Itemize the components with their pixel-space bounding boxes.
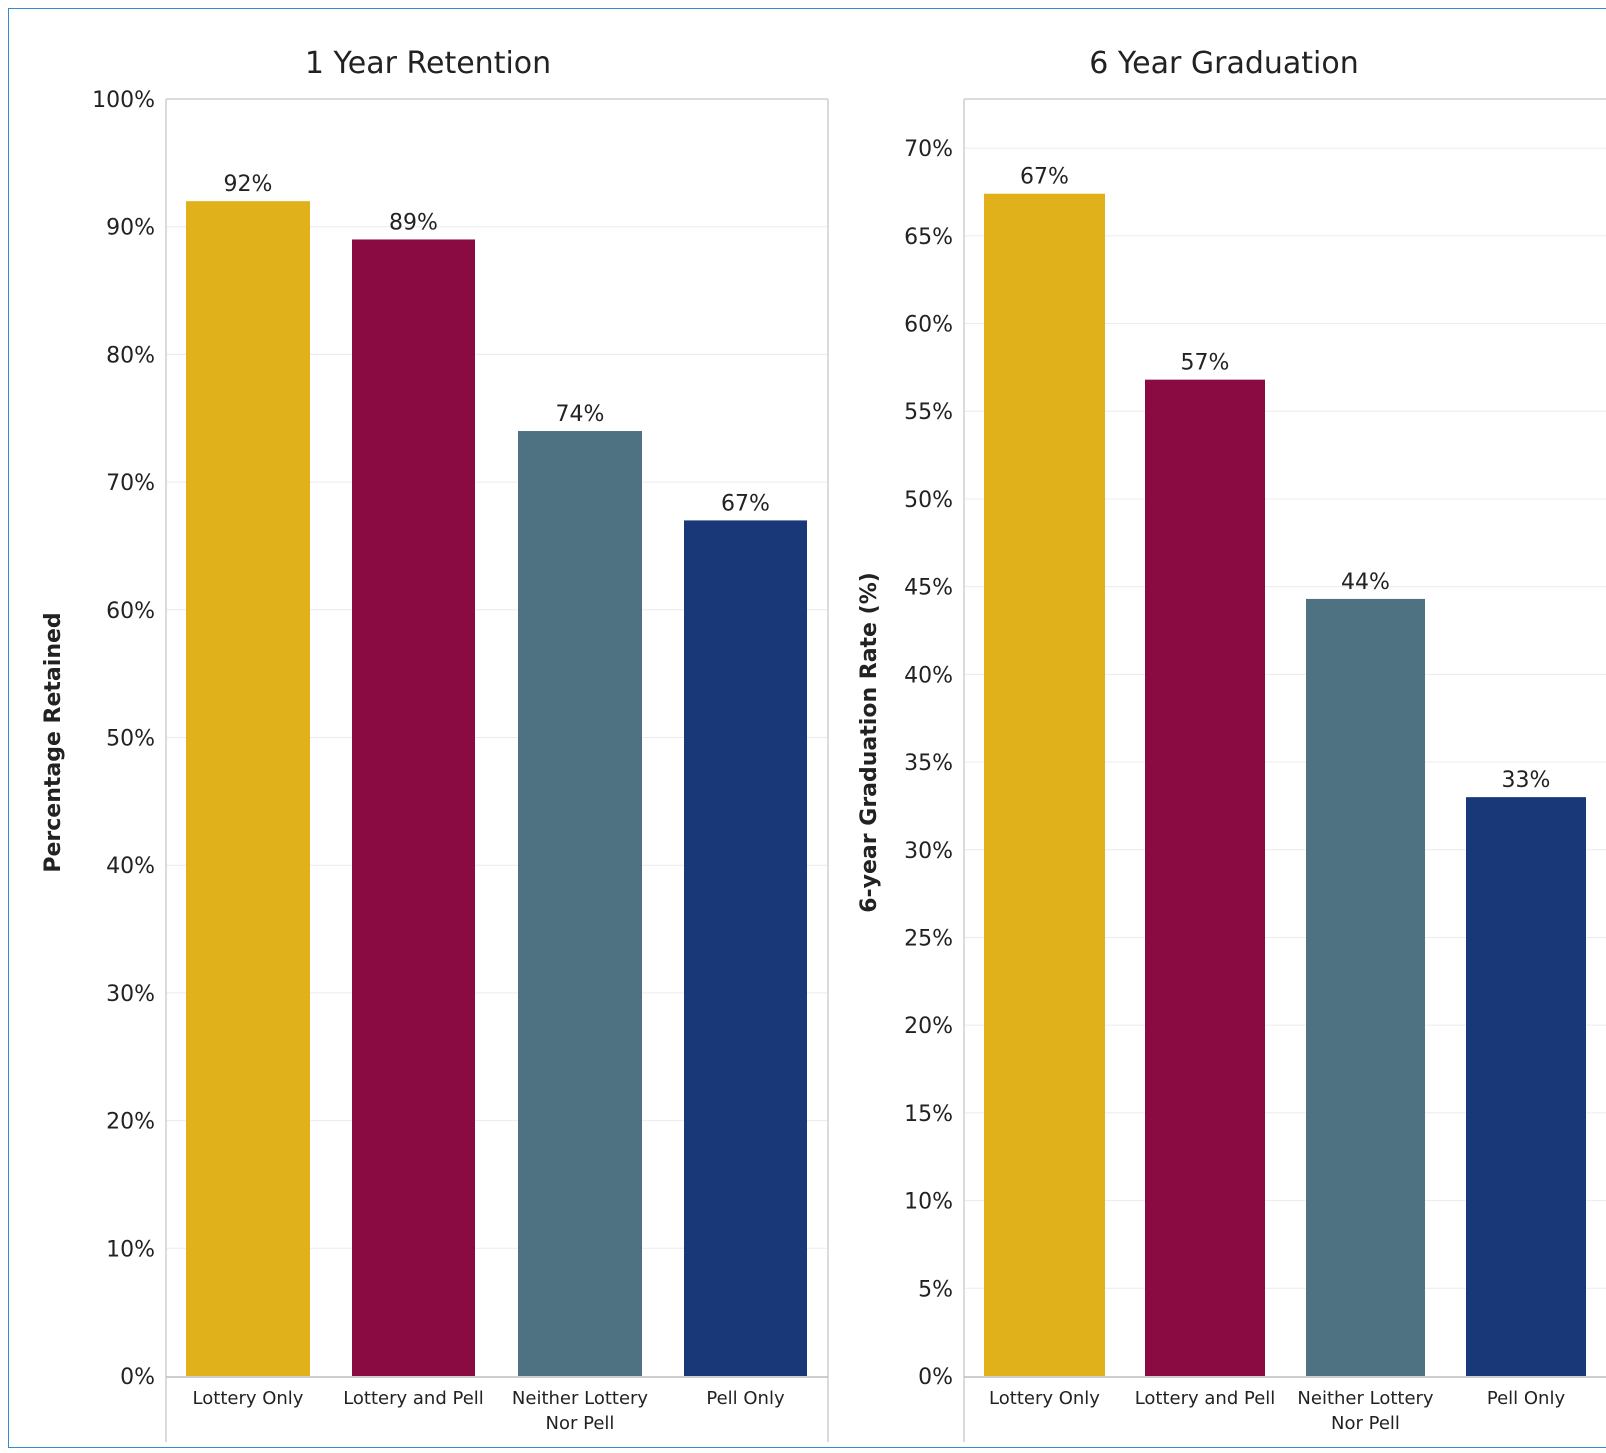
- y-tick-label-2-8: 40%: [904, 663, 953, 688]
- y-tick-label-1-7: 70%: [106, 471, 155, 496]
- y-tick-label-1-3: 30%: [106, 982, 155, 1007]
- x-tick-label-2-1-0: Lottery and Pell: [1135, 1388, 1276, 1409]
- bar-1-1: [352, 239, 475, 1377]
- bar-value-label-2-2: 44%: [1341, 570, 1390, 595]
- bar-value-label-1-1: 89%: [389, 210, 438, 235]
- y-tick-label-2-0: 0%: [918, 1365, 953, 1390]
- bar-1-3: [684, 520, 807, 1376]
- bar-value-label-2-1: 57%: [1181, 351, 1230, 376]
- y-tick-label-2-4: 20%: [904, 1014, 953, 1039]
- y-tick-label-1-5: 50%: [106, 727, 155, 752]
- x-tick-label-1-2-0: Neither Lottery: [512, 1388, 649, 1409]
- y-tick-label-1-10: 100%: [92, 88, 155, 113]
- y-tick-label-1-8: 80%: [106, 343, 155, 368]
- y-tick-label-2-2: 10%: [904, 1190, 953, 1215]
- bar-2-2: [1306, 598, 1425, 1376]
- x-tick-label-1-3-0: Pell Only: [706, 1388, 785, 1409]
- y-tick-label-2-12: 60%: [904, 313, 953, 338]
- x-tick-label-1-1-0: Lottery and Pell: [343, 1388, 484, 1409]
- x-tick-label-2-0-0: Lottery Only: [989, 1388, 1100, 1409]
- y-tick-label-2-5: 25%: [904, 926, 953, 951]
- y-axis-title-1: Percentage Retained: [41, 612, 66, 872]
- x-tick-label-1-0-0: Lottery Only: [193, 1388, 304, 1409]
- y-tick-label-2-1: 5%: [918, 1277, 953, 1302]
- y-tick-label-2-10: 50%: [904, 488, 953, 513]
- y-tick-label-1-4: 40%: [106, 854, 155, 879]
- y-tick-label-1-6: 60%: [106, 599, 155, 624]
- y-tick-label-1-9: 90%: [106, 216, 155, 241]
- bar-value-label-1-2: 74%: [556, 402, 605, 427]
- y-tick-label-2-13: 65%: [904, 225, 953, 250]
- y-tick-label-2-14: 70%: [904, 137, 953, 162]
- y-tick-label-1-1: 10%: [106, 1237, 155, 1262]
- bar-value-label-2-3: 33%: [1502, 768, 1551, 793]
- bar-1-0: [186, 201, 310, 1376]
- bar-2-0: [984, 193, 1105, 1376]
- y-axis-title-2: 6-year Graduation Rate (%): [857, 572, 882, 913]
- x-tick-label-2-2-1: Nor Pell: [1331, 1413, 1400, 1434]
- x-tick-label-2-2-0: Neither Lottery: [1297, 1388, 1434, 1409]
- y-tick-label-2-6: 30%: [904, 839, 953, 864]
- y-tick-label-2-3: 15%: [904, 1102, 953, 1127]
- bar-2-3: [1466, 797, 1586, 1376]
- bar-value-label-2-0: 67%: [1020, 165, 1069, 190]
- y-tick-label-2-7: 35%: [904, 751, 953, 776]
- bar-value-label-1-0: 92%: [224, 172, 273, 197]
- bar-value-label-1-3: 67%: [721, 491, 770, 516]
- y-tick-label-2-9: 45%: [904, 576, 953, 601]
- y-tick-label-2-11: 55%: [904, 400, 953, 425]
- chart-title-1: 1 Year Retention: [305, 46, 551, 81]
- bar-1-2: [518, 431, 642, 1376]
- y-tick-label-1-0: 0%: [120, 1365, 155, 1390]
- dashboard-frame: [8, 8, 1606, 1448]
- y-tick-label-1-2: 20%: [106, 1110, 155, 1135]
- x-tick-label-2-3-0: Pell Only: [1487, 1388, 1566, 1409]
- x-tick-label-1-2-1: Nor Pell: [546, 1413, 615, 1434]
- bar-2-1: [1145, 379, 1265, 1377]
- chart-title-2: 6 Year Graduation: [1089, 46, 1359, 81]
